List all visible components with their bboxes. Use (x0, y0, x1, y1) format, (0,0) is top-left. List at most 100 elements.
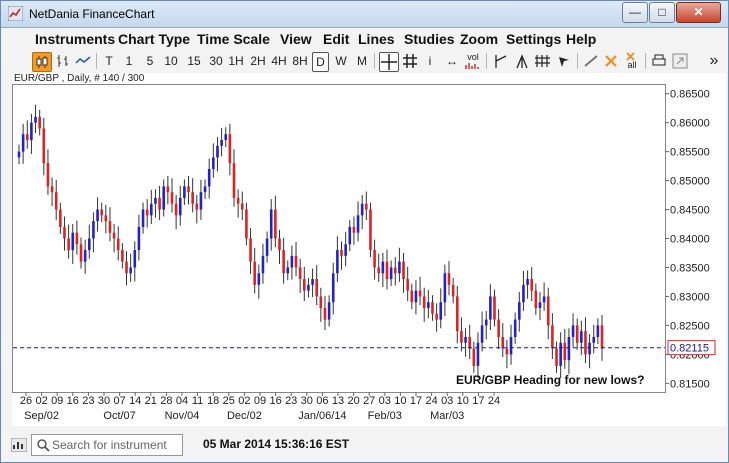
candle-body (344, 244, 347, 256)
x-month-label: Mar/03 (430, 410, 464, 422)
timeframe-T[interactable]: T (105, 54, 113, 68)
maximize-button[interactable]: □ (649, 2, 675, 23)
timeframe-W[interactable]: W (335, 54, 347, 68)
candle-body (501, 336, 505, 349)
instrument-search-input[interactable]: Search for instrument (31, 434, 183, 456)
ohlc-chart-button[interactable] (54, 52, 72, 70)
candle (555, 341, 558, 373)
candle-body (443, 273, 447, 303)
detach-button[interactable] (671, 52, 689, 70)
candle-body (596, 325, 600, 337)
minimize-button[interactable]: — (622, 2, 648, 23)
candle (207, 158, 211, 199)
pan-button[interactable]: ↔ (443, 52, 461, 70)
maximize-icon: □ (658, 5, 666, 19)
timeframe-1H[interactable]: 1H (228, 54, 244, 68)
candle (25, 120, 29, 149)
gann-button[interactable] (534, 52, 552, 70)
candle-body (46, 163, 50, 187)
candlestick-chart-button[interactable] (32, 52, 52, 72)
toolbar-overflow-button[interactable]: » (709, 52, 719, 69)
candle (17, 144, 21, 165)
x-tick-label: 27 (363, 395, 375, 407)
candle (154, 189, 157, 218)
candle-body (472, 348, 476, 366)
info-icon: i (428, 54, 432, 68)
candle-body (427, 302, 430, 309)
candle-body (129, 267, 132, 274)
candle-body (216, 145, 219, 158)
volume-button[interactable]: vol (464, 52, 482, 70)
candle (166, 175, 170, 205)
candle (526, 270, 529, 299)
menu-zoom[interactable]: Zoom (460, 31, 499, 47)
timeframe-15[interactable]: 15 (187, 54, 201, 68)
timeframe-4H[interactable]: 4H (271, 54, 287, 68)
candle (240, 191, 244, 220)
candle-body (187, 186, 190, 193)
candle (418, 276, 422, 306)
candle-body (96, 209, 99, 222)
timeframe-10[interactable]: 10 (164, 54, 178, 68)
info-button[interactable]: i (423, 52, 437, 70)
timeframe-1[interactable]: 1 (125, 54, 133, 68)
candle (203, 179, 207, 200)
delete-all-button[interactable]: all (623, 52, 641, 70)
candle-body (484, 319, 488, 326)
trendline-icon (495, 55, 507, 68)
candle-body (315, 279, 319, 297)
timeframe-2H[interactable]: 2H (250, 54, 266, 68)
candle (42, 118, 46, 176)
x-tick-label: 10 (394, 395, 406, 407)
candle-body (451, 284, 455, 297)
grid-button[interactable] (401, 52, 419, 70)
timeframe-30[interactable]: 30 (209, 54, 223, 68)
x-tick-label: 24 (425, 395, 437, 407)
candle-body (150, 203, 153, 216)
candle-body (588, 342, 591, 355)
delete-drawing-button[interactable] (603, 52, 619, 70)
y-tick-label: 0.85000 (670, 176, 710, 188)
gann-fan-icon (535, 55, 550, 67)
candle (538, 291, 542, 321)
menu-lines[interactable]: Lines (358, 31, 395, 47)
menu-time-scale[interactable]: Time Scale (197, 31, 270, 47)
candle (145, 199, 149, 228)
close-button[interactable]: ✕ (676, 2, 721, 23)
candle (21, 123, 25, 164)
trendline-button[interactable] (492, 52, 510, 70)
candle (513, 312, 517, 344)
chart-area[interactable] (12, 73, 726, 426)
timeframe-5[interactable]: 5 (146, 54, 154, 68)
pointer-button[interactable] (555, 52, 573, 70)
draw-line-button[interactable] (582, 52, 600, 70)
candle (232, 149, 236, 207)
crosshair-button[interactable] (379, 52, 399, 72)
menu-edit[interactable]: Edit (323, 31, 350, 47)
candle-body (220, 140, 223, 146)
timeframe-8H[interactable]: 8H (292, 54, 308, 68)
candle-body (116, 238, 120, 251)
candle-body (50, 186, 54, 193)
candle (580, 320, 583, 355)
menu-help[interactable]: Help (566, 31, 597, 47)
line-chart-button[interactable] (74, 52, 92, 70)
candle-body (203, 186, 207, 193)
candle (447, 261, 451, 296)
candle (344, 232, 347, 267)
menu-studies[interactable]: Studies (404, 31, 455, 47)
candle (125, 251, 128, 286)
menu-instruments[interactable]: Instruments (35, 31, 116, 47)
menu-view[interactable]: View (280, 31, 312, 47)
print-button[interactable] (650, 52, 668, 70)
candle-body (298, 267, 302, 280)
timeframe-M[interactable]: M (357, 54, 367, 68)
menu-settings[interactable]: Settings (506, 31, 562, 47)
fibonacci-button[interactable] (513, 52, 531, 70)
candle (468, 324, 471, 359)
candle (307, 277, 310, 298)
candle (112, 224, 116, 253)
menu-chart-type[interactable]: Chart Type (118, 31, 191, 47)
price-chart[interactable]: 0.86500 0.86000 0.85500 0.85000 0.84500 0.840… (1, 1, 728, 431)
timeframe-D[interactable]: D (312, 52, 329, 72)
